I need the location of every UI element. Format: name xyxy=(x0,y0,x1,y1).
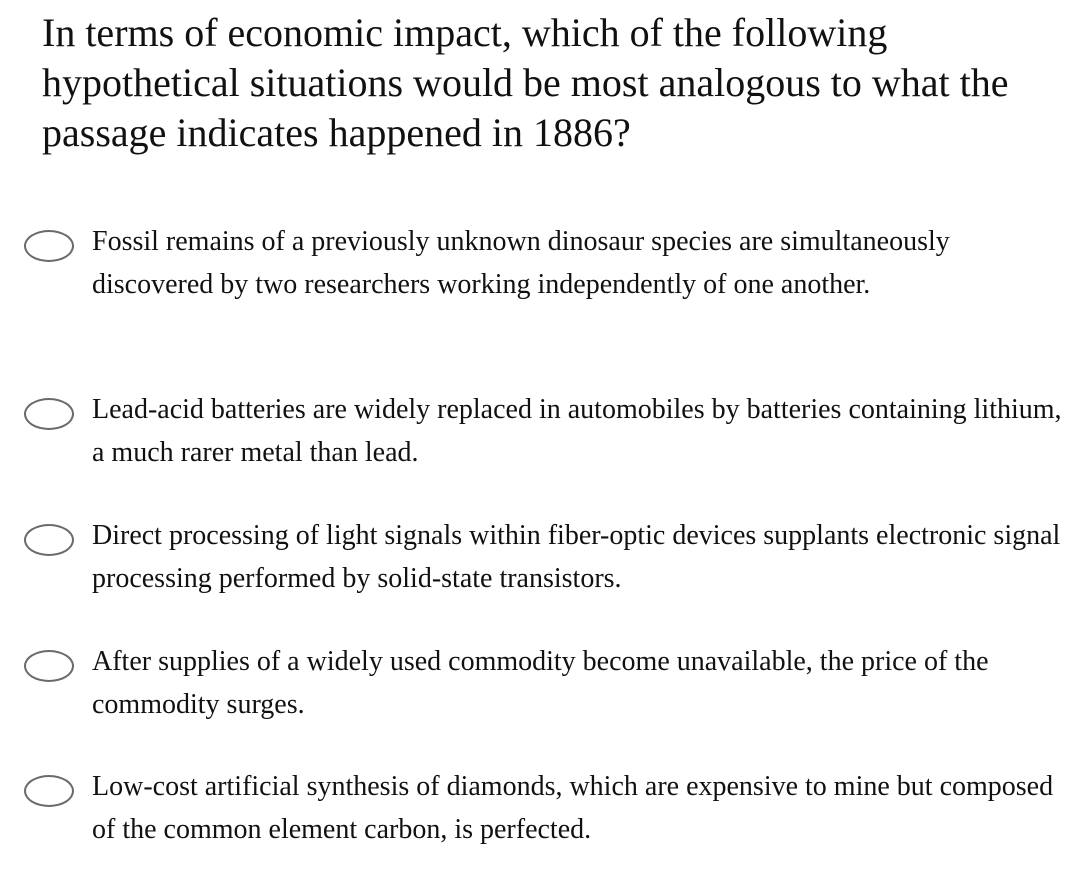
radio-button-icon[interactable] xyxy=(24,230,74,262)
radio-button-icon[interactable] xyxy=(24,775,74,807)
radio-button-icon[interactable] xyxy=(24,524,74,556)
answer-option-label: Lead-acid batteries are widely replaced … xyxy=(92,394,1062,468)
answer-option-label: Direct processing of light signals withi… xyxy=(92,520,1061,594)
answer-option-label: Low-cost artificial synthesis of diamond… xyxy=(92,771,1054,845)
question-text: In terms of economic impact, which of th… xyxy=(42,10,1009,155)
answer-option-label: After supplies of a widely used commodit… xyxy=(92,646,989,720)
radio-button-icon[interactable] xyxy=(24,650,74,682)
answer-option-label: Fossil remains of a previously unknown d… xyxy=(92,226,950,300)
radio-button-icon[interactable] xyxy=(24,398,74,430)
